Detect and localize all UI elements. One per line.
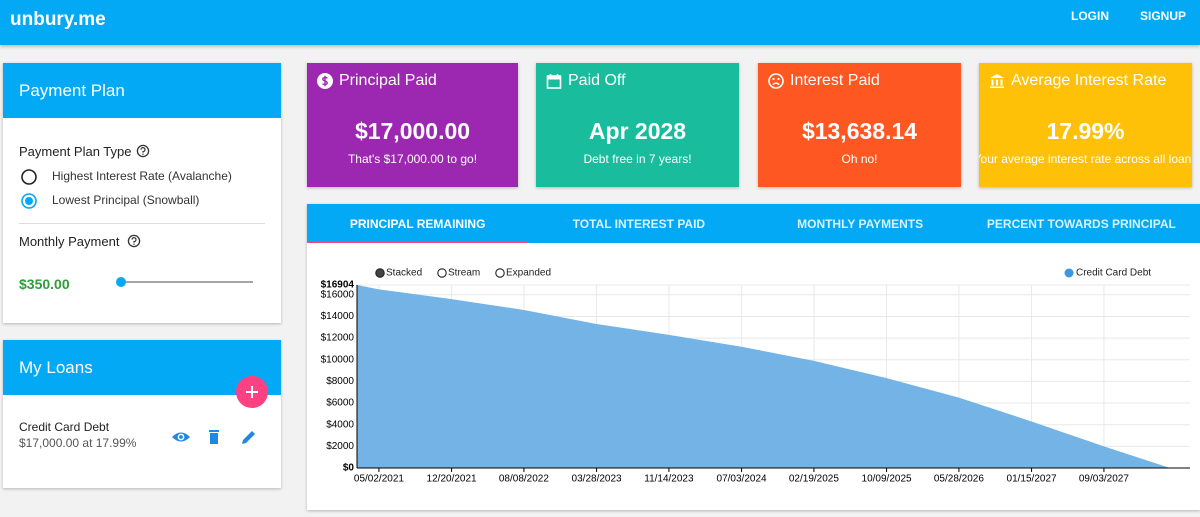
monthly-label: Monthly Payment (19, 234, 120, 249)
stat-card: Average Interest Rate 17.99% Your average … (979, 63, 1192, 187)
stat-card: Interest Paid $13,638.14 Oh no! (758, 63, 961, 187)
stat-icon (990, 74, 1004, 88)
legend-swatch[interactable] (1064, 268, 1074, 278)
x-tick-label: 09/03/2027 (1079, 474, 1129, 485)
icon-shape (549, 74, 559, 77)
divider (19, 223, 265, 224)
stat-value: Apr 2028 (588, 118, 687, 144)
radio[interactable] (20, 192, 38, 210)
tab[interactable]: PERCENT TOWARDS PRINCIPAL (986, 217, 1176, 231)
y-tick-label: $10000 (321, 354, 355, 365)
y-tick-label: $8000 (326, 376, 354, 387)
x-tick-label: 10/09/2025 (862, 474, 912, 485)
icon-shape (547, 76, 561, 80)
stat-value: $13,638.14 (801, 118, 918, 144)
stat-value: 17.99% (1046, 118, 1125, 144)
x-tick-label: 03/28/2023 (572, 474, 622, 485)
stat-value: $17,000.00 (354, 118, 471, 144)
payment-slider[interactable] (113, 275, 258, 289)
card-title: Payment Plan (19, 81, 125, 100)
stat-icon (546, 74, 562, 89)
chart-mode-label: Stacked (386, 268, 422, 279)
plan-type-label: Payment Plan Type (19, 144, 132, 159)
icon-shape (772, 77, 775, 81)
delete-icon[interactable] (209, 430, 219, 444)
area (357, 285, 1170, 468)
stat-icon (768, 73, 784, 89)
stat-card: Principal Paid $17,000.00 That's $17,000.0… (307, 63, 518, 187)
radio-dot (25, 197, 33, 205)
radio-ring (21, 169, 37, 185)
card-title: My Loans (19, 358, 93, 377)
stat-title: Paid Off (568, 72, 626, 89)
x-tick-label: 05/28/2026 (934, 474, 984, 485)
icon-shape (772, 82, 780, 86)
y-tick-label: $16000 (321, 289, 355, 300)
edit-icon[interactable] (242, 431, 255, 444)
y-tick-label: $16904 (321, 280, 355, 291)
tab-bar: PRINCIPAL REMAINING TOTAL INTEREST PAID MO… (307, 204, 1200, 243)
chart: Stacked Stream Expanded $0 $2000 $4000 $6000 $8… (321, 268, 1190, 485)
loan-name: Credit Card Debt (19, 420, 110, 434)
stat-title: Principal Paid (339, 72, 437, 89)
x-tick-label: 02/19/2025 (789, 474, 839, 485)
view-icon[interactable] (172, 432, 190, 442)
card-header: Payment Plan (3, 63, 281, 118)
tab-indicator (307, 241, 529, 243)
stat-note: Your average interest rate across all lo… (979, 152, 1192, 166)
x-tick-label: 05/02/2021 (354, 474, 404, 485)
y-tick-label: $2000 (326, 441, 354, 452)
stat-title: Average Interest Rate (1011, 72, 1167, 89)
stat-note: Oh no! (841, 152, 878, 166)
y-tick-label: $6000 (326, 398, 354, 409)
payment-plan-card: Payment Plan Payment Plan Type Monthly P… (3, 63, 281, 323)
y-tick-label: $4000 (326, 419, 354, 430)
x-tick-label: 01/15/2027 (1007, 474, 1057, 485)
chart-mode-radio[interactable] (375, 268, 385, 278)
stat-title: Interest Paid (790, 72, 880, 89)
y-tick-label: $12000 (321, 333, 355, 344)
tab[interactable]: MONTHLY PAYMENTS (797, 217, 924, 231)
chart-card: PRINCIPAL REMAINING TOTAL INTEREST PAID MO… (307, 204, 1200, 510)
monthly-value: $350.00 (19, 276, 70, 292)
signup-link[interactable]: SIGNUP (1140, 9, 1187, 23)
x-tick-label: 08/08/2022 (499, 474, 549, 485)
chart-mode-radio[interactable] (495, 268, 505, 278)
brand[interactable]: unbury.me (10, 9, 106, 30)
stat-card: Paid Off Apr 2028 Debt free in 7 years! (536, 63, 739, 187)
x-tick-label: 12/20/2021 (427, 474, 477, 485)
tab[interactable]: PRINCIPAL REMAINING (349, 217, 486, 231)
x-tick-label: 11/14/2023 (644, 474, 694, 485)
stat-note: Debt free in 7 years! (583, 152, 692, 166)
stat-icon (317, 73, 333, 89)
radio[interactable] (20, 168, 38, 186)
radio-label: Highest Interest Rate (Avalanche) (52, 169, 232, 183)
help-icon[interactable] (127, 234, 141, 248)
icon-shape (777, 77, 780, 81)
stat-note: That's $17,000.00 to go! (347, 152, 478, 166)
icon-shape (990, 74, 1004, 88)
legend-label: Credit Card Debt (1076, 268, 1151, 279)
x-tick-label: 07/03/2024 (717, 474, 767, 485)
loans-card: My Loans Credit Card Debt $17,000.00 at … (3, 340, 281, 488)
help-icon[interactable] (136, 144, 150, 158)
icon-shape (322, 75, 328, 87)
y-tick-label: $0 (343, 463, 355, 474)
icon-shape (768, 73, 784, 89)
login-link[interactable]: LOGIN (1071, 9, 1109, 23)
loan-detail: $17,000.00 at 17.99% (19, 436, 137, 450)
add-loan-button[interactable] (235, 375, 269, 409)
top-bar: unbury.me LOGIN SIGNUP (0, 0, 1200, 45)
loan-actions (172, 430, 255, 444)
y-tick-label: $14000 (321, 311, 355, 322)
chart-mode-label: Expanded (506, 268, 551, 279)
tab[interactable]: TOTAL INTEREST PAID (572, 217, 706, 231)
chart-mode-radio[interactable] (437, 268, 447, 278)
card-header: My Loans (3, 340, 281, 395)
radio-ring (21, 193, 37, 209)
chart-mode-label: Stream (448, 268, 480, 279)
radio-label: Lowest Principal (Snowball) (52, 193, 200, 207)
